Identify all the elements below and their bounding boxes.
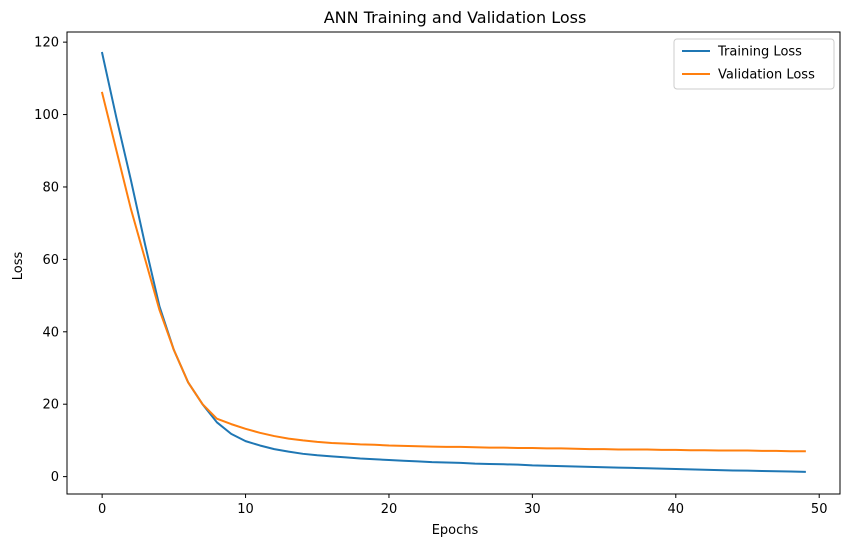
y-tick-label: 40 xyxy=(42,325,59,340)
y-axis-label: Loss xyxy=(11,252,26,281)
x-tick-label: 30 xyxy=(524,502,541,517)
x-tick-label: 50 xyxy=(811,502,828,517)
chart-title: ANN Training and Validation Loss xyxy=(324,8,587,27)
series-line-validation-loss xyxy=(100,91,806,453)
series-line-training-loss xyxy=(100,51,806,473)
x-tick-label: 20 xyxy=(381,502,398,517)
y-tick-label: 80 xyxy=(42,180,59,195)
series-layer xyxy=(100,51,806,473)
y-tick-label: 60 xyxy=(42,253,59,268)
legend: Training Loss Validation Loss xyxy=(673,38,835,90)
y-tick-label: 100 xyxy=(34,108,59,123)
x-tick-label: 40 xyxy=(668,502,685,517)
x-tick-label: 10 xyxy=(237,502,254,517)
y-tick-label: 120 xyxy=(34,36,59,51)
legend-box xyxy=(673,38,835,90)
x-tick-label: 0 xyxy=(98,502,106,517)
legend-label: Training Loss xyxy=(717,45,802,60)
axes-frame xyxy=(66,31,841,495)
axes-layer: 0 10 20 30 40 50 0 20 40 60 80 100 120 xyxy=(34,31,841,517)
y-tick-label: 20 xyxy=(42,398,59,413)
legend-label: Validation Loss xyxy=(718,68,815,83)
y-tick-label: 0 xyxy=(51,470,59,485)
x-axis-label: Epochs xyxy=(432,523,479,538)
